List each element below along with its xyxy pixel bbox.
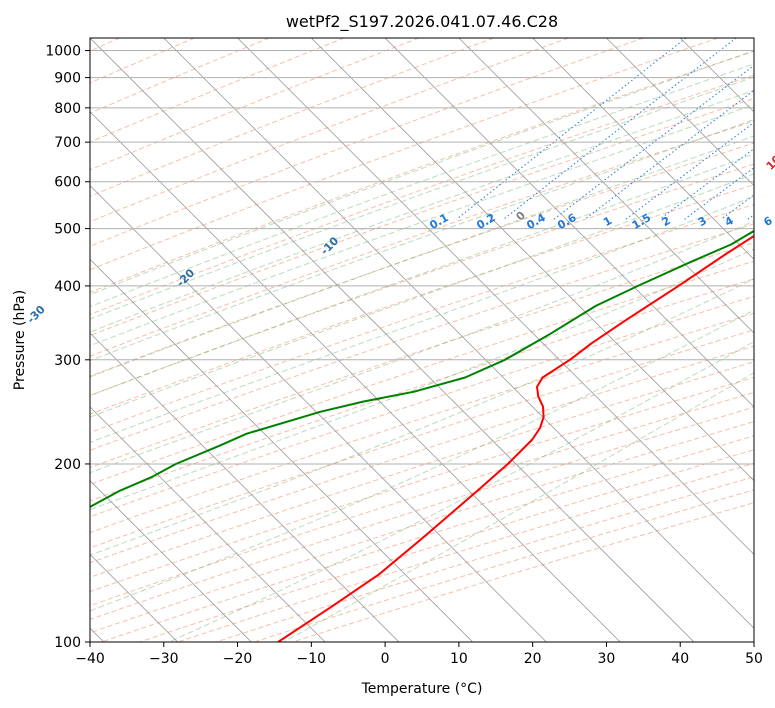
moist-adiabat-line xyxy=(90,104,754,347)
x-tick-label: −20 xyxy=(223,651,253,667)
y-axis-label: Pressure (hPa) xyxy=(12,290,28,390)
dry-adiabat-line xyxy=(90,142,754,377)
dry-adiabat-line xyxy=(90,38,345,143)
dry-adiabat-line xyxy=(90,376,754,593)
moist-adiabat-line xyxy=(90,309,754,612)
y-tick-label: 800 xyxy=(54,101,81,117)
dry-adiabat-line xyxy=(90,329,754,549)
moist-adiabat-line xyxy=(90,63,754,308)
y-tick-label: 700 xyxy=(54,135,81,151)
dry-adiabat-line xyxy=(90,278,754,502)
dry-adiabat-line xyxy=(90,312,754,534)
dry-adiabat-line xyxy=(90,204,754,434)
x-tick-label: 30 xyxy=(598,651,616,667)
x-tick-label: −30 xyxy=(149,651,179,667)
moist-adiabat-line xyxy=(90,278,754,556)
grid xyxy=(90,38,754,642)
isotherm-line xyxy=(90,406,326,642)
moist-adiabat-line xyxy=(90,89,754,333)
mixing-ratio-lines xyxy=(456,38,754,220)
x-axis: −40 −30 −20 −10 0 10 20 30 40 50 xyxy=(75,642,763,667)
x-axis-label: Temperature (°C) xyxy=(361,681,483,697)
series-lines xyxy=(90,229,754,642)
mixing-ratio-line xyxy=(553,64,754,220)
dry-adiabat-line xyxy=(90,38,420,171)
dry-adiabat-line xyxy=(90,223,754,451)
isotherm-line xyxy=(163,38,754,629)
x-tick-label: 50 xyxy=(745,651,763,667)
x-tick-label: 20 xyxy=(524,651,542,667)
moist-adiabat-line xyxy=(90,50,754,296)
isotherm-line xyxy=(90,332,400,642)
dry-adiabat-line xyxy=(90,391,754,607)
mixing-ratio-line xyxy=(503,38,737,220)
dry-adiabat-line xyxy=(177,462,754,642)
dry-adiabat-line xyxy=(90,120,754,357)
y-tick-label: 1000 xyxy=(45,44,81,60)
isotherm-line xyxy=(311,38,754,482)
mixing-ratio-line xyxy=(659,148,754,220)
moist-adiabat-line xyxy=(90,76,754,320)
dry-adiabat-line xyxy=(90,184,754,415)
mixing-ratio-line xyxy=(456,38,687,220)
dry-adiabat-line xyxy=(90,242,754,469)
y-tick-label: 400 xyxy=(54,279,81,295)
dry-adiabat-line xyxy=(139,449,754,642)
isotherm-line xyxy=(90,480,252,642)
moist-adiabat-line xyxy=(90,195,754,443)
x-tick-label: 0 xyxy=(381,651,390,667)
y-tick-label: 300 xyxy=(54,353,81,369)
moist-adiabat-line xyxy=(90,153,754,397)
plot-frame xyxy=(89,37,755,643)
isotherm-line xyxy=(90,184,547,642)
isotherm-line xyxy=(384,38,754,408)
dry-adiabat-line xyxy=(254,489,754,642)
dry-adiabat-line xyxy=(292,502,754,642)
x-tick-label: 10 xyxy=(450,651,468,667)
chart-title: wetPf2_S197.2026.041.07.46.C28 xyxy=(286,12,558,32)
moist-adiabats xyxy=(90,50,754,642)
moist-adiabat-line xyxy=(90,118,754,362)
y-tick-label: 200 xyxy=(54,457,81,473)
dry-adiabat-line xyxy=(216,476,754,642)
dry-adiabat-line xyxy=(90,361,754,578)
x-tick-label: −10 xyxy=(297,651,327,667)
moist-adiabat-line xyxy=(90,220,754,474)
isotherm-line xyxy=(90,111,621,642)
moist-adiabat-label: 10 xyxy=(764,152,775,172)
dewpoint-line xyxy=(90,229,754,508)
y-tick-label: 500 xyxy=(54,222,81,238)
y-tick-label: 600 xyxy=(54,175,81,191)
isotherm-line xyxy=(90,258,473,642)
isotherm-line xyxy=(606,38,754,187)
y-tick-label: 100 xyxy=(54,635,81,651)
x-tick-label: 40 xyxy=(671,651,689,667)
isotherm-line xyxy=(458,38,754,334)
x-tick-label: −40 xyxy=(75,651,105,667)
temperature-line xyxy=(277,234,754,642)
y-tick-label: 900 xyxy=(54,71,81,87)
y-axis: 100 200 300 400 500 600 700 800 900 1000 xyxy=(45,44,90,651)
isotherm-line xyxy=(90,38,695,642)
dry-adiabat-line xyxy=(90,38,494,197)
isotherm-line xyxy=(532,38,754,260)
